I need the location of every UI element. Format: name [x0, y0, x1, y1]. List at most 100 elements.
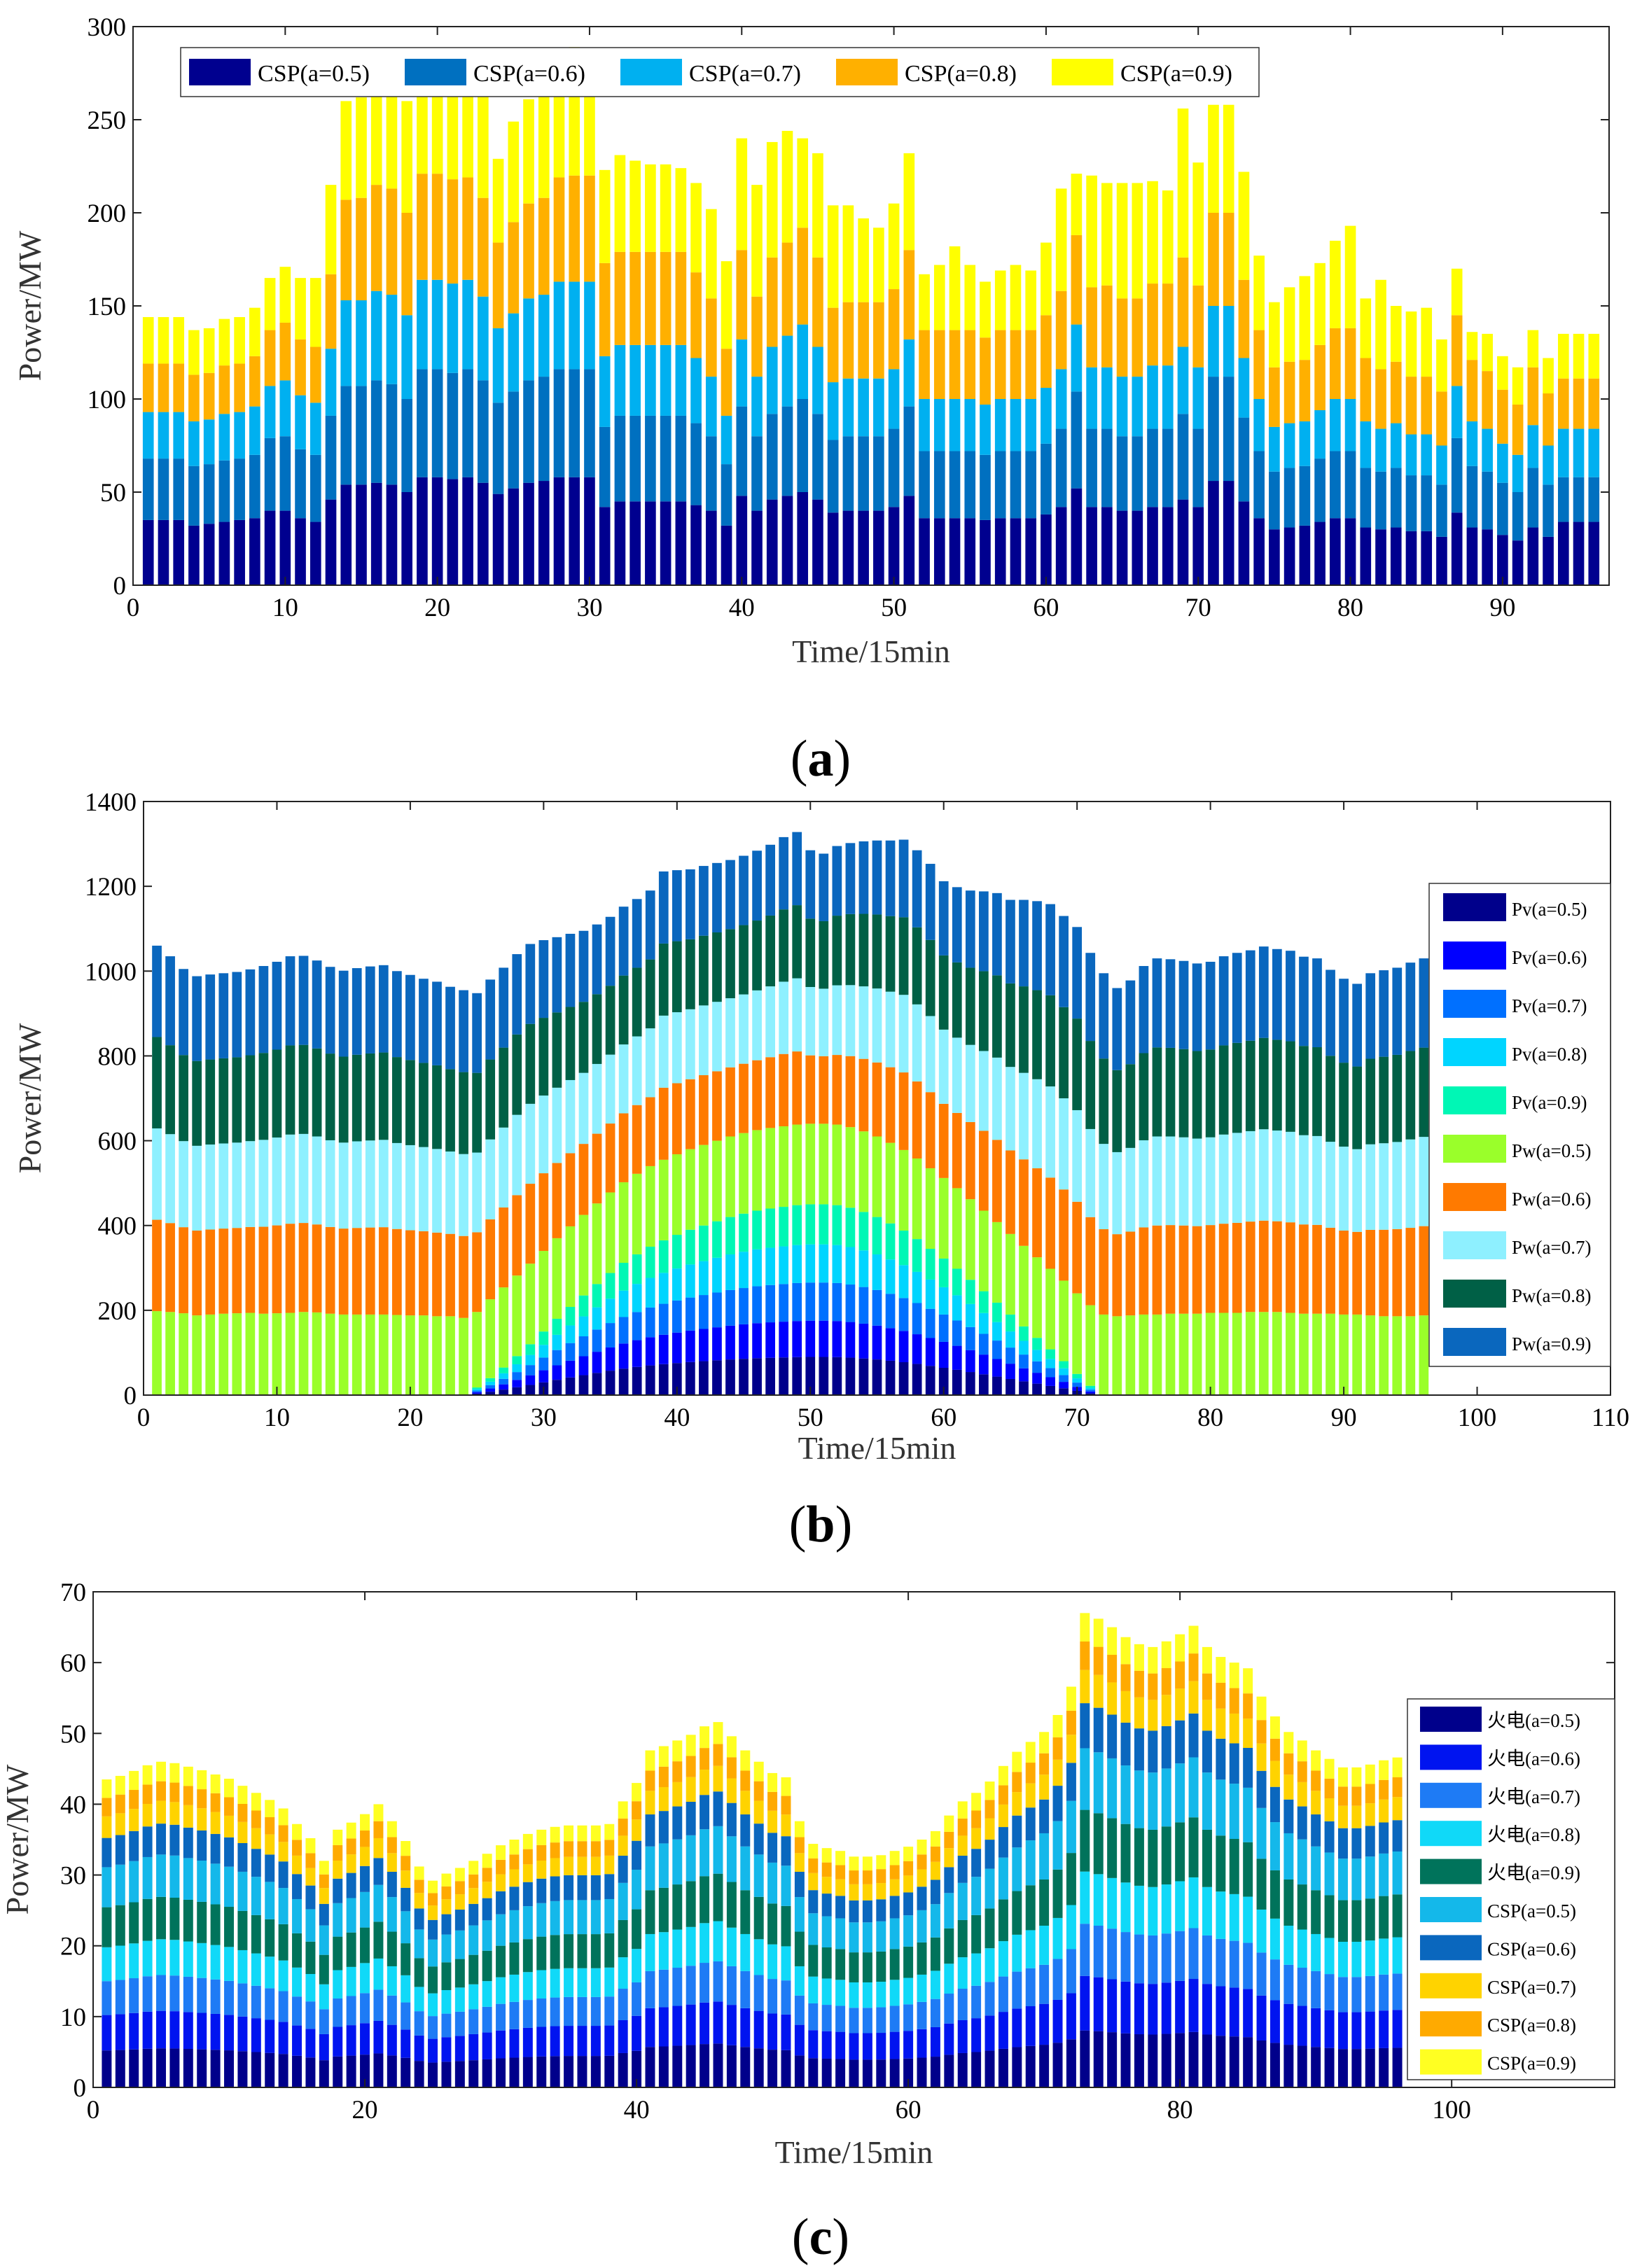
y-tick-label: 600	[98, 1128, 137, 1156]
bar--a-0-8-	[278, 1960, 288, 1991]
bar-pw-a-0-9-	[1099, 973, 1109, 1059]
legend-label: CSP(a=0.7)	[1487, 1977, 1576, 1998]
bar-csp-a-0-5-	[1436, 536, 1447, 585]
bar--a-0-8-	[1025, 1930, 1036, 1968]
bar--a-0-9-	[917, 1942, 927, 1975]
bar-pw-a-0-7-	[205, 1144, 216, 1230]
bar--a-0-9-	[1351, 1900, 1362, 1942]
bar-csp-a-0-5-	[1311, 1846, 1321, 1891]
bar--a-0-6-	[441, 2037, 452, 2062]
bar-pw-a-0-7-	[459, 1154, 468, 1236]
bar-pv-a-0-7-	[645, 1307, 655, 1338]
bar-csp-a-0-6-	[156, 1823, 166, 1855]
bar-csp-a-0-9-	[1107, 1627, 1118, 1656]
bar-pw-a-0-7-	[552, 1087, 562, 1163]
bar-csp-a-0-8-	[858, 302, 869, 379]
bar--a-0-8-	[564, 1968, 574, 1997]
bar--a-0-6-	[1216, 1986, 1226, 2036]
bar--a-0-6-	[468, 2033, 479, 2061]
bar-csp-a-0-8-	[249, 356, 260, 407]
bar-csp-a-0-7-	[387, 1853, 397, 1872]
y-tick-label: 1000	[85, 958, 137, 986]
bar--a-0-8-	[645, 1933, 655, 1971]
bar--a-0-8-	[984, 1948, 995, 1982]
bar-csp-a-0-5-	[1405, 531, 1417, 585]
bar-pv-a-0-8-	[499, 1373, 509, 1379]
bar--a-0-7-	[278, 1991, 288, 2022]
bar-pv-a-0-6-	[752, 1323, 762, 1359]
bar-csp-a-0-5-	[1161, 1768, 1171, 1827]
bar-pw-a-0-5-	[885, 1142, 896, 1224]
bar-pw-a-0-8-	[565, 1007, 576, 1080]
bar--a-0-6-	[482, 2032, 492, 2059]
bar-csp-a-0-5-	[1314, 522, 1326, 585]
bar-csp-a-0-5-	[1375, 529, 1386, 585]
bar-pw-a-0-6-	[272, 1225, 282, 1314]
bar-pw-a-0-8-	[1045, 995, 1055, 1087]
bar-pv-a-0-8-	[658, 1273, 669, 1304]
bar-pw-a-0-9-	[552, 937, 562, 1013]
bar-pw-a-0-9-	[1218, 956, 1229, 1046]
bar-pw-a-0-7-	[979, 1051, 989, 1131]
bar-csp-a-0-6-	[1147, 428, 1158, 507]
bar-csp-a-0-6-	[1216, 1738, 1226, 1780]
bar--a-0-8-	[550, 1968, 560, 1998]
bar--a-0-7-	[454, 2011, 465, 2036]
bar-pv-a-0-8-	[605, 1298, 615, 1324]
bar-csp-a-0-6-	[278, 1861, 288, 1889]
bar-csp-a-0-6-	[604, 1874, 615, 1899]
bar--a-0-9-	[1093, 1813, 1104, 1875]
bar-csp-a-0-8-	[1041, 315, 1052, 388]
bar-csp-a-0-7-	[1188, 1681, 1199, 1714]
bar-pv-a-0-6-	[658, 1334, 669, 1364]
bar-pw-a-0-8-	[1085, 1041, 1096, 1129]
bar-csp-a-0-5-	[821, 1916, 832, 1948]
x-tick-label: 60	[931, 1404, 956, 1432]
bar-csp-a-0-5-	[1107, 1758, 1118, 1819]
bar-csp-a-0-8-	[340, 200, 352, 301]
bar-csp-a-0-6-	[1390, 468, 1402, 528]
bar-csp-a-0-5-	[618, 1882, 628, 1920]
bar--a-0-8-	[210, 1945, 221, 1980]
bar-pv-a-0-6-	[925, 1338, 935, 1366]
bar-pw-a-0-8-	[1099, 1058, 1109, 1144]
bar--a-0-7-	[373, 1989, 384, 2021]
bar-csp-a-0-9-	[672, 1740, 683, 1762]
bar-csp-a-0-8-	[210, 1793, 221, 1812]
bar-csp-a-0-8-	[1080, 1642, 1090, 1670]
legend-label: CSP(a=0.6)	[473, 61, 585, 87]
bar--a-0-8-	[889, 1980, 900, 2006]
bar-csp-a-0-8-	[1311, 1770, 1321, 1791]
y-axis-title: Power/MW	[0, 1764, 35, 1914]
bar-csp-a-0-7-	[496, 1874, 506, 1891]
bar-csp-a-0-7-	[234, 412, 245, 459]
x-tick-label: 0	[127, 594, 140, 622]
bar-pv-a-0-9-	[765, 1208, 775, 1248]
bar--a-0-6-	[1134, 1983, 1144, 2035]
bar-csp-a-0-5-	[903, 496, 915, 585]
bar-csp-a-0-7-	[156, 1800, 166, 1824]
bar-csp-a-0-7-	[705, 377, 717, 437]
bar-csp-a-0-7-	[1012, 1792, 1022, 1816]
bar-pw-a-0-7-	[179, 1141, 188, 1228]
bar-csp-a-0-9-	[340, 101, 352, 200]
bar-pw-a-0-7-	[1379, 1143, 1389, 1230]
bar--a-0-6-	[387, 2024, 397, 2056]
bar-pw-a-0-6-	[405, 1230, 415, 1316]
bar-csp-a-0-9-	[971, 1793, 982, 1811]
bar--a-0-7-	[522, 2000, 533, 2028]
legend-label: 火电(a=0.5)	[1487, 1710, 1580, 1731]
bar-pv-a-0-6-	[592, 1352, 602, 1373]
bar-csp-a-0-7-	[441, 1899, 452, 1914]
bar--a-0-8-	[781, 1946, 791, 1981]
bar-csp-a-0-8-	[536, 1844, 547, 1861]
bar-csp-a-0-6-	[309, 454, 321, 522]
bar-csp-a-0-5-	[1229, 1784, 1239, 1839]
bar-csp-a-0-7-	[173, 412, 185, 459]
bar-csp-a-0-9-	[1466, 332, 1478, 360]
bar--a-0-9-	[102, 1907, 112, 1947]
bar--a-0-5-	[1188, 2031, 1199, 2087]
bar-pv-a-0-9-	[672, 1235, 682, 1269]
bar-csp-a-0-6-	[468, 1903, 479, 1926]
